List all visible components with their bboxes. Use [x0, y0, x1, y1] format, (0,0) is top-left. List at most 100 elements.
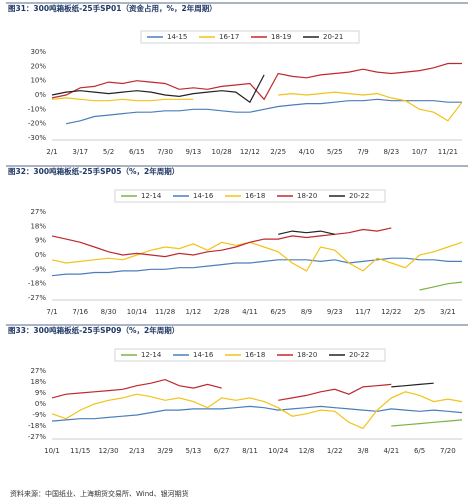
y-tick-label: -20% [28, 120, 46, 128]
y-tick-label: -18% [28, 280, 46, 288]
x-tick-label: 7/20 [440, 447, 456, 455]
y-tick-label: -27% [28, 294, 46, 302]
legend-label: 16-18 [245, 351, 265, 359]
x-tick-label: 11/15 [70, 447, 90, 455]
legend-label: 14-16 [193, 351, 214, 359]
x-tick-label: 2/28 [214, 308, 230, 316]
x-tick-label: 12/30 [98, 447, 118, 455]
y-tick-label: 18% [30, 222, 46, 230]
legend-box [140, 30, 360, 44]
x-tick-label: 5/2 [103, 148, 114, 156]
x-tick-label: 2/1 [46, 148, 57, 156]
chart-title: 图32：300吨箱板纸-25手SP05（%，2年周期） [8, 166, 179, 176]
x-tick-label: 1/22 [327, 447, 343, 455]
x-tick-label: 10/14 [127, 308, 148, 316]
y-tick-label: 18% [30, 378, 46, 386]
y-tick-label: -30% [28, 134, 46, 142]
x-tick-label: 8/11 [242, 447, 258, 455]
legend-label: 12-14 [141, 351, 162, 359]
series-line [419, 281, 463, 291]
legend-label: 18-20 [297, 351, 317, 359]
x-tick-label: 11/21 [438, 148, 458, 156]
x-tick-label: 11/7 [355, 308, 371, 316]
x-tick-label: 12/8 [299, 447, 315, 455]
x-tick-label: 3/8 [357, 447, 368, 455]
y-tick-label: 0% [35, 251, 46, 259]
x-tick-label: 5/13 [186, 447, 202, 455]
x-tick-label: 8/23 [383, 148, 399, 156]
series-line [51, 378, 392, 401]
x-tick-label: 3/21 [440, 308, 456, 316]
x-tick-label: 6/5 [414, 447, 425, 455]
x-tick-label: 5/25 [327, 148, 343, 156]
y-tick-label: -9% [32, 411, 46, 419]
chart-title: 图33：300吨箱板纸-25手SP09（%，2年周期） [8, 325, 179, 335]
y-tick-label: 0% [35, 91, 46, 99]
legend-label: 14-16 [193, 192, 214, 200]
x-tick-label: 4/21 [383, 447, 399, 455]
legend-label: 16-18 [245, 192, 265, 200]
y-tick-label: 0% [35, 400, 46, 408]
legend-label: 20-21 [323, 33, 343, 41]
x-tick-label: 4/10 [299, 148, 315, 156]
x-tick-label: 1/12 [186, 308, 202, 316]
series-line [51, 391, 463, 430]
y-tick-label: -18% [28, 422, 46, 430]
y-tick-label: 27% [30, 208, 46, 216]
x-tick-label: 3/29 [157, 447, 173, 455]
x-tick-label: 7/1 [46, 308, 57, 316]
x-tick-label: 6/15 [129, 148, 145, 156]
legend-box [114, 348, 386, 362]
x-tick-label: 2/5 [414, 308, 425, 316]
series-line [51, 257, 462, 277]
x-tick-label: 12/12 [240, 148, 260, 156]
series-line [51, 405, 463, 422]
x-tick-label: 8/30 [101, 308, 117, 316]
y-tick-label: 10% [30, 77, 46, 85]
legend-label: 14-15 [167, 33, 187, 41]
x-tick-label: 10/1 [44, 447, 60, 455]
legend-label: 12-14 [141, 192, 162, 200]
legend-label: 18-19 [271, 33, 291, 41]
x-tick-label: 4/11 [242, 308, 258, 316]
y-tick-label: 9% [35, 237, 46, 245]
y-tick-label: 20% [30, 62, 46, 70]
legend-label: 18-20 [297, 192, 317, 200]
x-tick-label: 3/17 [72, 148, 88, 156]
series-line [391, 382, 434, 388]
y-tick-label: -9% [32, 265, 46, 273]
source-note: 资料来源：中国纸业、上海期货交易所、Wind、银河期货 [10, 489, 189, 498]
y-tick-label: 27% [30, 367, 46, 375]
x-tick-label: 8/9 [301, 308, 312, 316]
x-tick-label: 11/28 [155, 308, 175, 316]
legend-label: 16-17 [219, 33, 239, 41]
series-line [278, 230, 335, 235]
series-line [51, 62, 462, 101]
x-tick-label: 10/7 [412, 148, 428, 156]
x-tick-label: 7/9 [357, 148, 368, 156]
legend-box [114, 189, 386, 203]
x-tick-label: 2/25 [270, 148, 286, 156]
series-line [391, 419, 463, 427]
y-tick-label: 30% [30, 48, 46, 56]
x-tick-label: 6/27 [214, 447, 230, 455]
series-line [51, 241, 463, 272]
x-tick-label: 10/28 [212, 148, 232, 156]
series-line [51, 91, 463, 122]
x-tick-label: 12/22 [381, 308, 401, 316]
x-tick-label: 7/30 [157, 148, 173, 156]
series-line [51, 74, 265, 104]
y-tick-label: 9% [35, 389, 46, 397]
x-tick-label: 7/16 [72, 308, 88, 316]
y-tick-label: -27% [28, 433, 46, 441]
x-tick-label: 10/24 [268, 447, 289, 455]
x-tick-label: 9/13 [186, 148, 202, 156]
chart-title: 图31：300吨箱板纸-25手SP01（资金占用，%，2年周期） [8, 3, 217, 13]
x-tick-label: 2/13 [129, 447, 145, 455]
x-tick-label: 9/23 [327, 308, 343, 316]
y-tick-label: -10% [28, 105, 46, 113]
legend-label: 20-22 [349, 351, 369, 359]
legend-label: 20-22 [349, 192, 369, 200]
series-line [65, 98, 462, 125]
